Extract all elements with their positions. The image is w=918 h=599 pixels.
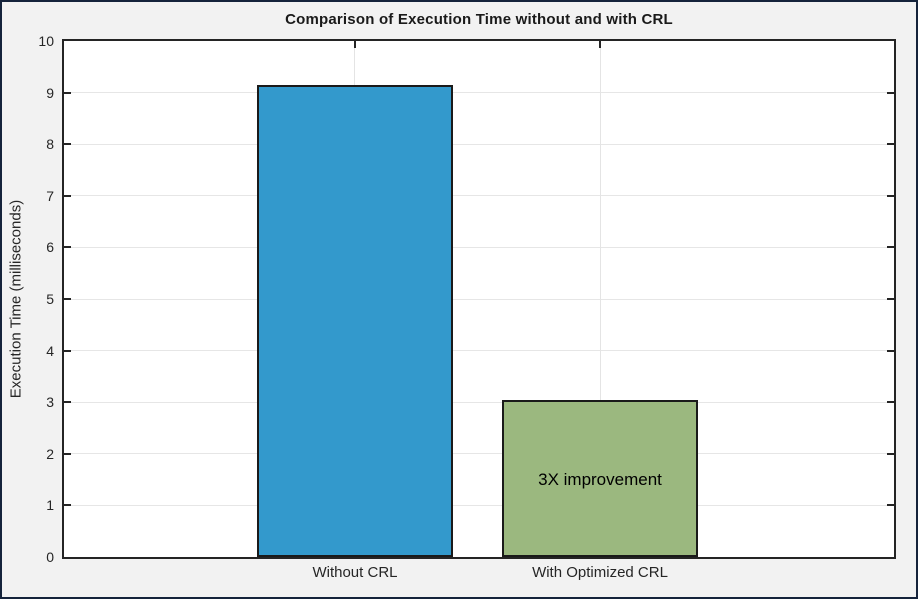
plot-area: 3X improvement [62, 39, 896, 559]
tick-mark-left [64, 246, 71, 249]
gridline-y [64, 350, 894, 352]
y-tick-label: 6 [46, 239, 54, 256]
tick-mark-left [64, 91, 71, 94]
gridline-y [64, 453, 894, 455]
y-tick-label: 2 [46, 445, 54, 462]
y-tick-label: 4 [46, 342, 54, 359]
y-tick-label: 5 [46, 291, 54, 307]
y-tick-label: 9 [46, 84, 54, 101]
tick-mark-right [887, 298, 894, 300]
gridline-y [64, 195, 894, 197]
tick-mark-left [64, 401, 71, 404]
tick-mark-right [887, 401, 894, 404]
tick-mark-left [64, 194, 71, 197]
tick-mark-right [887, 452, 894, 455]
tick-mark-right [887, 194, 894, 197]
y-tick-label: 8 [46, 136, 54, 153]
x-tick-label: With Optimized CRL [532, 564, 668, 581]
y-tick-label: 1 [46, 497, 54, 514]
bar-0 [256, 84, 454, 557]
tick-mark-right [887, 246, 894, 249]
tick-mark-right [887, 504, 894, 507]
y-tick-label: 10 [38, 33, 54, 49]
gridline-y [64, 143, 894, 145]
tick-mark-top [353, 41, 356, 48]
tick-mark-left [64, 349, 71, 352]
tick-mark-left [64, 452, 71, 455]
x-tick-label: Without CRL [312, 564, 398, 581]
y-tick-label: 3 [46, 394, 54, 411]
chart-title: Comparison of Execution Time without and… [285, 11, 673, 28]
tick-mark-top [599, 41, 601, 48]
gridline-y [64, 246, 894, 248]
gridline-y [64, 504, 894, 506]
tick-mark-left [64, 504, 71, 507]
tick-mark-left [64, 143, 71, 146]
gridline-x [599, 41, 601, 557]
gridline-y [64, 401, 894, 403]
gridline-y [64, 92, 894, 94]
gridline-y [64, 298, 894, 300]
tick-mark-right [887, 349, 894, 352]
bar-1 [501, 399, 699, 557]
y-tick-label: 0 [46, 549, 54, 565]
tick-mark-right [887, 91, 894, 94]
y-tick-label: 7 [46, 187, 54, 204]
tick-mark-right [887, 143, 894, 146]
tick-mark-left [64, 298, 71, 300]
bar-annotation: 3X improvement [538, 469, 662, 489]
